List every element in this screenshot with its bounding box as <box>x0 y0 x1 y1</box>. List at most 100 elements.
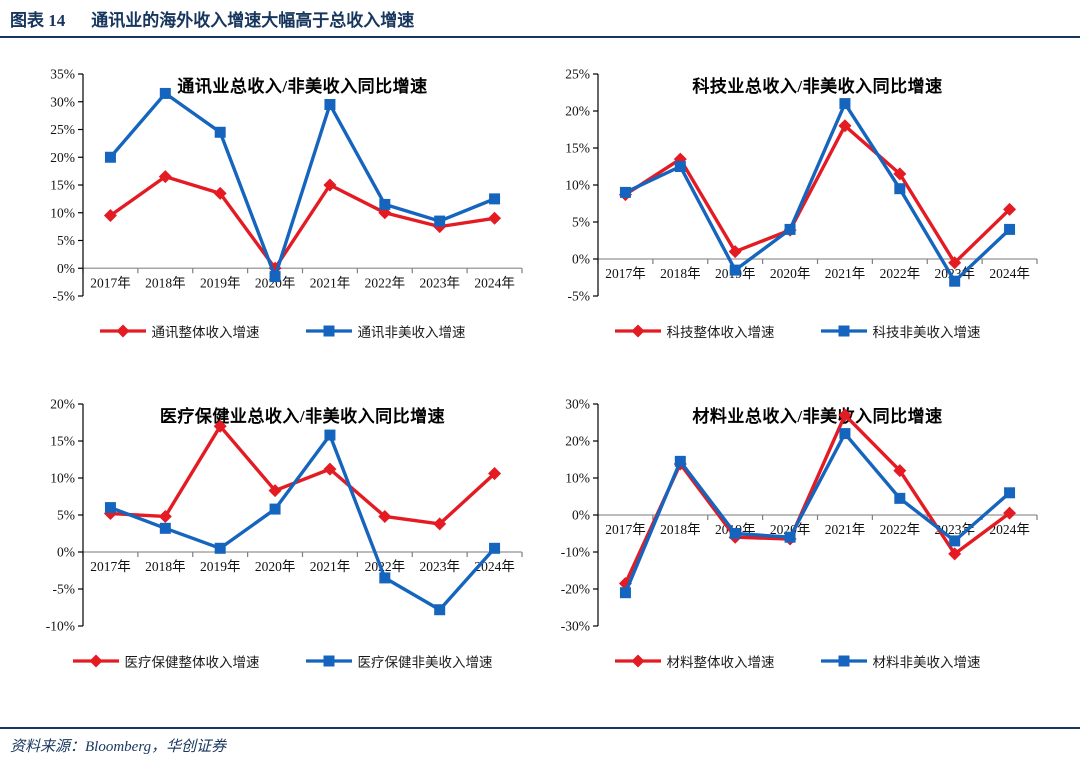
chart-tech-block: 科技业总收入/非美收入同比增速 2017年2018年2019年2020年2021… <box>550 58 1045 358</box>
x-tick-label: 2018年 <box>660 266 701 281</box>
y-tick-label: 0% <box>57 261 75 276</box>
legend-label: 科技整体收入增速 <box>666 325 775 340</box>
y-tick-label: 10% <box>565 471 590 486</box>
legend-square-marker-icon <box>820 655 867 667</box>
series-line <box>623 431 1012 595</box>
chart-tech-legend: 科技整体收入增速 科技非美收入增速 <box>550 321 1045 341</box>
data-point-square-icon <box>1004 487 1016 499</box>
chart-telecom-title: 通讯业总收入/非美收入同比增速 <box>177 77 428 96</box>
figure-title: 通讯业的海外收入增速大幅高于总收入增速 <box>91 11 415 30</box>
y-tick-label: 0% <box>572 252 590 267</box>
chart-healthcare-title: 医疗保健业总收入/非美收入同比增速 <box>159 407 446 426</box>
data-point-square-icon <box>894 183 906 195</box>
legend-label: 医疗保健整体收入增速 <box>124 655 260 670</box>
legend-label: 材料非美收入增速 <box>872 655 981 670</box>
y-tick-label: 0% <box>572 508 590 523</box>
y-tick-label: 20% <box>50 397 75 412</box>
y-tick-label: 10% <box>50 205 75 220</box>
legend-diamond-marker-icon <box>614 654 661 668</box>
y-tick-label: -10% <box>561 545 590 560</box>
data-point-square-icon <box>949 275 961 287</box>
y-tick-label: -10% <box>46 619 75 634</box>
footer-divider <box>0 727 1080 729</box>
data-point-diamond-icon <box>1003 202 1017 216</box>
chart-telecom-block: 通讯业总收入/非美收入同比增速 2017年 2018年 2019年 2020年 2021… <box>35 58 530 358</box>
data-point-square-icon <box>324 99 336 111</box>
legend-square-glyph <box>838 325 849 337</box>
y-tick-label: 25% <box>50 122 75 137</box>
figure-header: 图表 14 通讯业的海外收入增速大幅高于总收入增速 <box>10 6 414 31</box>
chart-tech-plot: 2017年2018年2019年2020年2021年2022年2023年2024年… <box>565 67 1038 304</box>
data-point-square-icon <box>159 522 171 534</box>
legend-item: 通讯非美收入增速 <box>305 321 466 341</box>
y-tick-label: 10% <box>565 178 590 193</box>
legend-item: 科技非美收入增速 <box>820 321 981 341</box>
data-point-square-icon <box>214 126 226 138</box>
series-line <box>108 174 497 270</box>
x-tick-label: 2017年 <box>605 522 646 537</box>
charts-grid: 通讯业总收入/非美收入同比增速 2017年 2018年 2019年 2020年 2021… <box>35 58 1045 688</box>
x-tick-label: 2022年 <box>365 275 406 290</box>
y-tick-label: 30% <box>565 397 590 412</box>
x-tick-label: 2022年 <box>365 559 406 574</box>
data-point-square-icon <box>784 531 796 543</box>
x-tick-label: 2023年 <box>419 275 460 290</box>
x-tick-label: 2018年 <box>145 559 186 574</box>
y-tick-label: 5% <box>572 215 590 230</box>
chart-materials-plot: 2017年2018年2019年2020年2021年2022年2023年2024年… <box>561 397 1038 634</box>
y-tick-label: 10% <box>50 471 75 486</box>
x-tick-label: 2024年 <box>989 522 1030 537</box>
y-tick-label: -5% <box>53 582 76 597</box>
x-tick-label: 2021年 <box>825 266 866 281</box>
x-tick-label: 2019年 <box>200 275 241 290</box>
y-tick-label: 15% <box>50 178 75 193</box>
legend-item: 材料整体收入增速 <box>614 651 775 671</box>
data-point-square-icon <box>104 151 116 163</box>
x-tick-label: 2021年 <box>310 559 351 574</box>
data-point-square-icon <box>379 572 391 584</box>
header-divider <box>0 36 1080 38</box>
y-tick-label: 30% <box>50 94 75 109</box>
legend-square-marker-icon <box>820 325 867 337</box>
data-point-square-icon <box>729 264 741 276</box>
chart-telecom-plot: 2017年 2018年 2019年 2020年 2021年 2022年 2023年 2024年… <box>50 67 523 304</box>
data-point-diamond-icon <box>213 186 227 200</box>
data-point-diamond-icon <box>323 462 337 476</box>
data-point-square-icon <box>894 492 906 504</box>
data-point-square-icon <box>784 223 796 235</box>
legend-diamond-glyph <box>88 654 103 668</box>
legend-label: 医疗保健非美收入增速 <box>357 655 493 670</box>
legend-item: 科技整体收入增速 <box>614 321 775 341</box>
x-tick-label: 2018年 <box>145 275 186 290</box>
data-point-square-icon <box>1004 223 1016 235</box>
y-tick-label: 15% <box>565 141 590 156</box>
data-point-square-icon <box>104 502 116 514</box>
legend-square-glyph <box>323 655 334 667</box>
data-point-square-icon <box>619 186 631 198</box>
x-tick-label: 2020年 <box>770 266 811 281</box>
legend-diamond-glyph <box>630 654 645 668</box>
data-point-square-icon <box>324 429 336 441</box>
x-tick-label: 2024年 <box>474 559 515 574</box>
data-point-square-icon <box>839 428 851 440</box>
x-tick-label: 2019年 <box>200 559 241 574</box>
x-tick-label: 2023年 <box>419 559 460 574</box>
legend-square-marker-icon <box>305 655 352 667</box>
x-tick-label: 2024年 <box>474 275 515 290</box>
source-note: 资料来源：Bloomberg，华创证券 <box>10 739 227 755</box>
x-tick-label: 2020年 <box>255 559 296 574</box>
data-point-square-icon <box>674 455 686 467</box>
y-tick-label: 20% <box>50 150 75 165</box>
chart-telecom-legend: 通讯整体收入增速 通讯非美收入增速 <box>35 321 530 341</box>
x-tick-label: 2020年 <box>255 275 296 290</box>
y-tick-label: 5% <box>57 508 75 523</box>
data-point-square-icon <box>839 98 851 110</box>
chart-materials-block: 材料业总收入/非美收入同比增速 2017年2018年2019年2020年2021… <box>550 388 1045 688</box>
data-point-square-icon <box>489 542 501 554</box>
y-tick-label: -5% <box>568 289 591 304</box>
x-tick-label: 2021年 <box>825 522 866 537</box>
data-point-square-icon <box>434 215 446 227</box>
series-line <box>108 433 497 612</box>
x-tick-label: 2022年 <box>880 266 921 281</box>
data-point-square-icon <box>214 542 226 554</box>
